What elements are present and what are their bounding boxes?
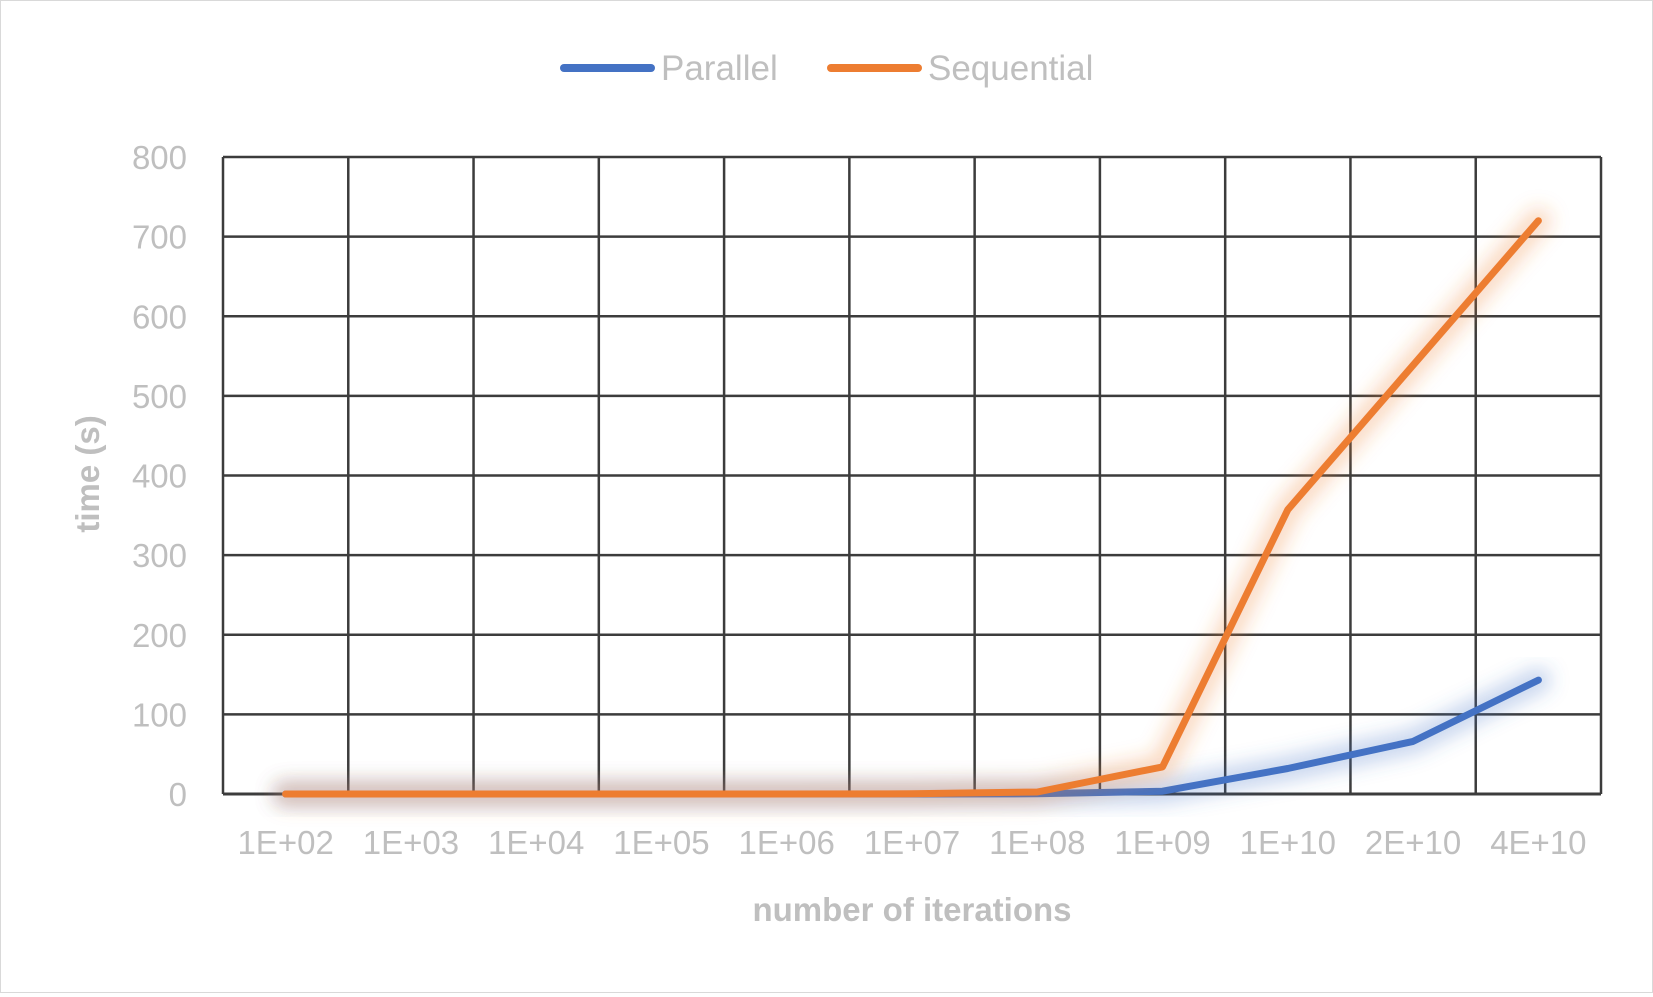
x-tick-label: 1E+10 [1240, 824, 1336, 861]
x-tick-label: 1E+09 [1114, 824, 1210, 861]
x-tick-label: 1E+05 [613, 824, 709, 861]
y-tick-label: 400 [132, 458, 187, 495]
x-tick-label: 1E+06 [739, 824, 835, 861]
x-tick-label: 1E+08 [989, 824, 1085, 861]
y-tick-label: 700 [132, 219, 187, 256]
y-tick-label: 800 [132, 139, 187, 176]
x-tick-label: 1E+02 [237, 824, 333, 861]
x-axis-ticks: 1E+02 1E+03 1E+04 1E+05 1E+06 1E+07 1E+08 1E+09… [237, 824, 1586, 861]
legend-label-parallel: Parallel [661, 49, 778, 88]
chart-series [272, 207, 1552, 807]
y-axis-ticks: 0 100 200 300 400 500 600 700 800 [132, 139, 187, 813]
series-line-sequential [282, 217, 1542, 798]
x-tick-label: 1E+03 [363, 824, 459, 861]
y-tick-label: 0 [169, 776, 187, 813]
x-tick-label: 1E+07 [864, 824, 960, 861]
legend: Parallel Sequential [560, 49, 1093, 88]
chart-grid [221, 155, 1603, 796]
y-tick-label: 600 [132, 298, 187, 335]
y-tick-label: 500 [132, 378, 187, 415]
y-tick-label: 300 [132, 537, 187, 574]
y-axis-title: time (s) [69, 415, 106, 532]
x-axis-title: number of iterations [752, 891, 1071, 928]
legend-label-sequential: Sequential [928, 49, 1093, 88]
x-tick-label: 1E+04 [488, 824, 584, 861]
x-tick-label: 2E+10 [1365, 824, 1461, 861]
y-tick-label: 200 [132, 617, 187, 654]
y-tick-label: 100 [132, 696, 187, 733]
x-tick-label: 4E+10 [1490, 824, 1586, 861]
